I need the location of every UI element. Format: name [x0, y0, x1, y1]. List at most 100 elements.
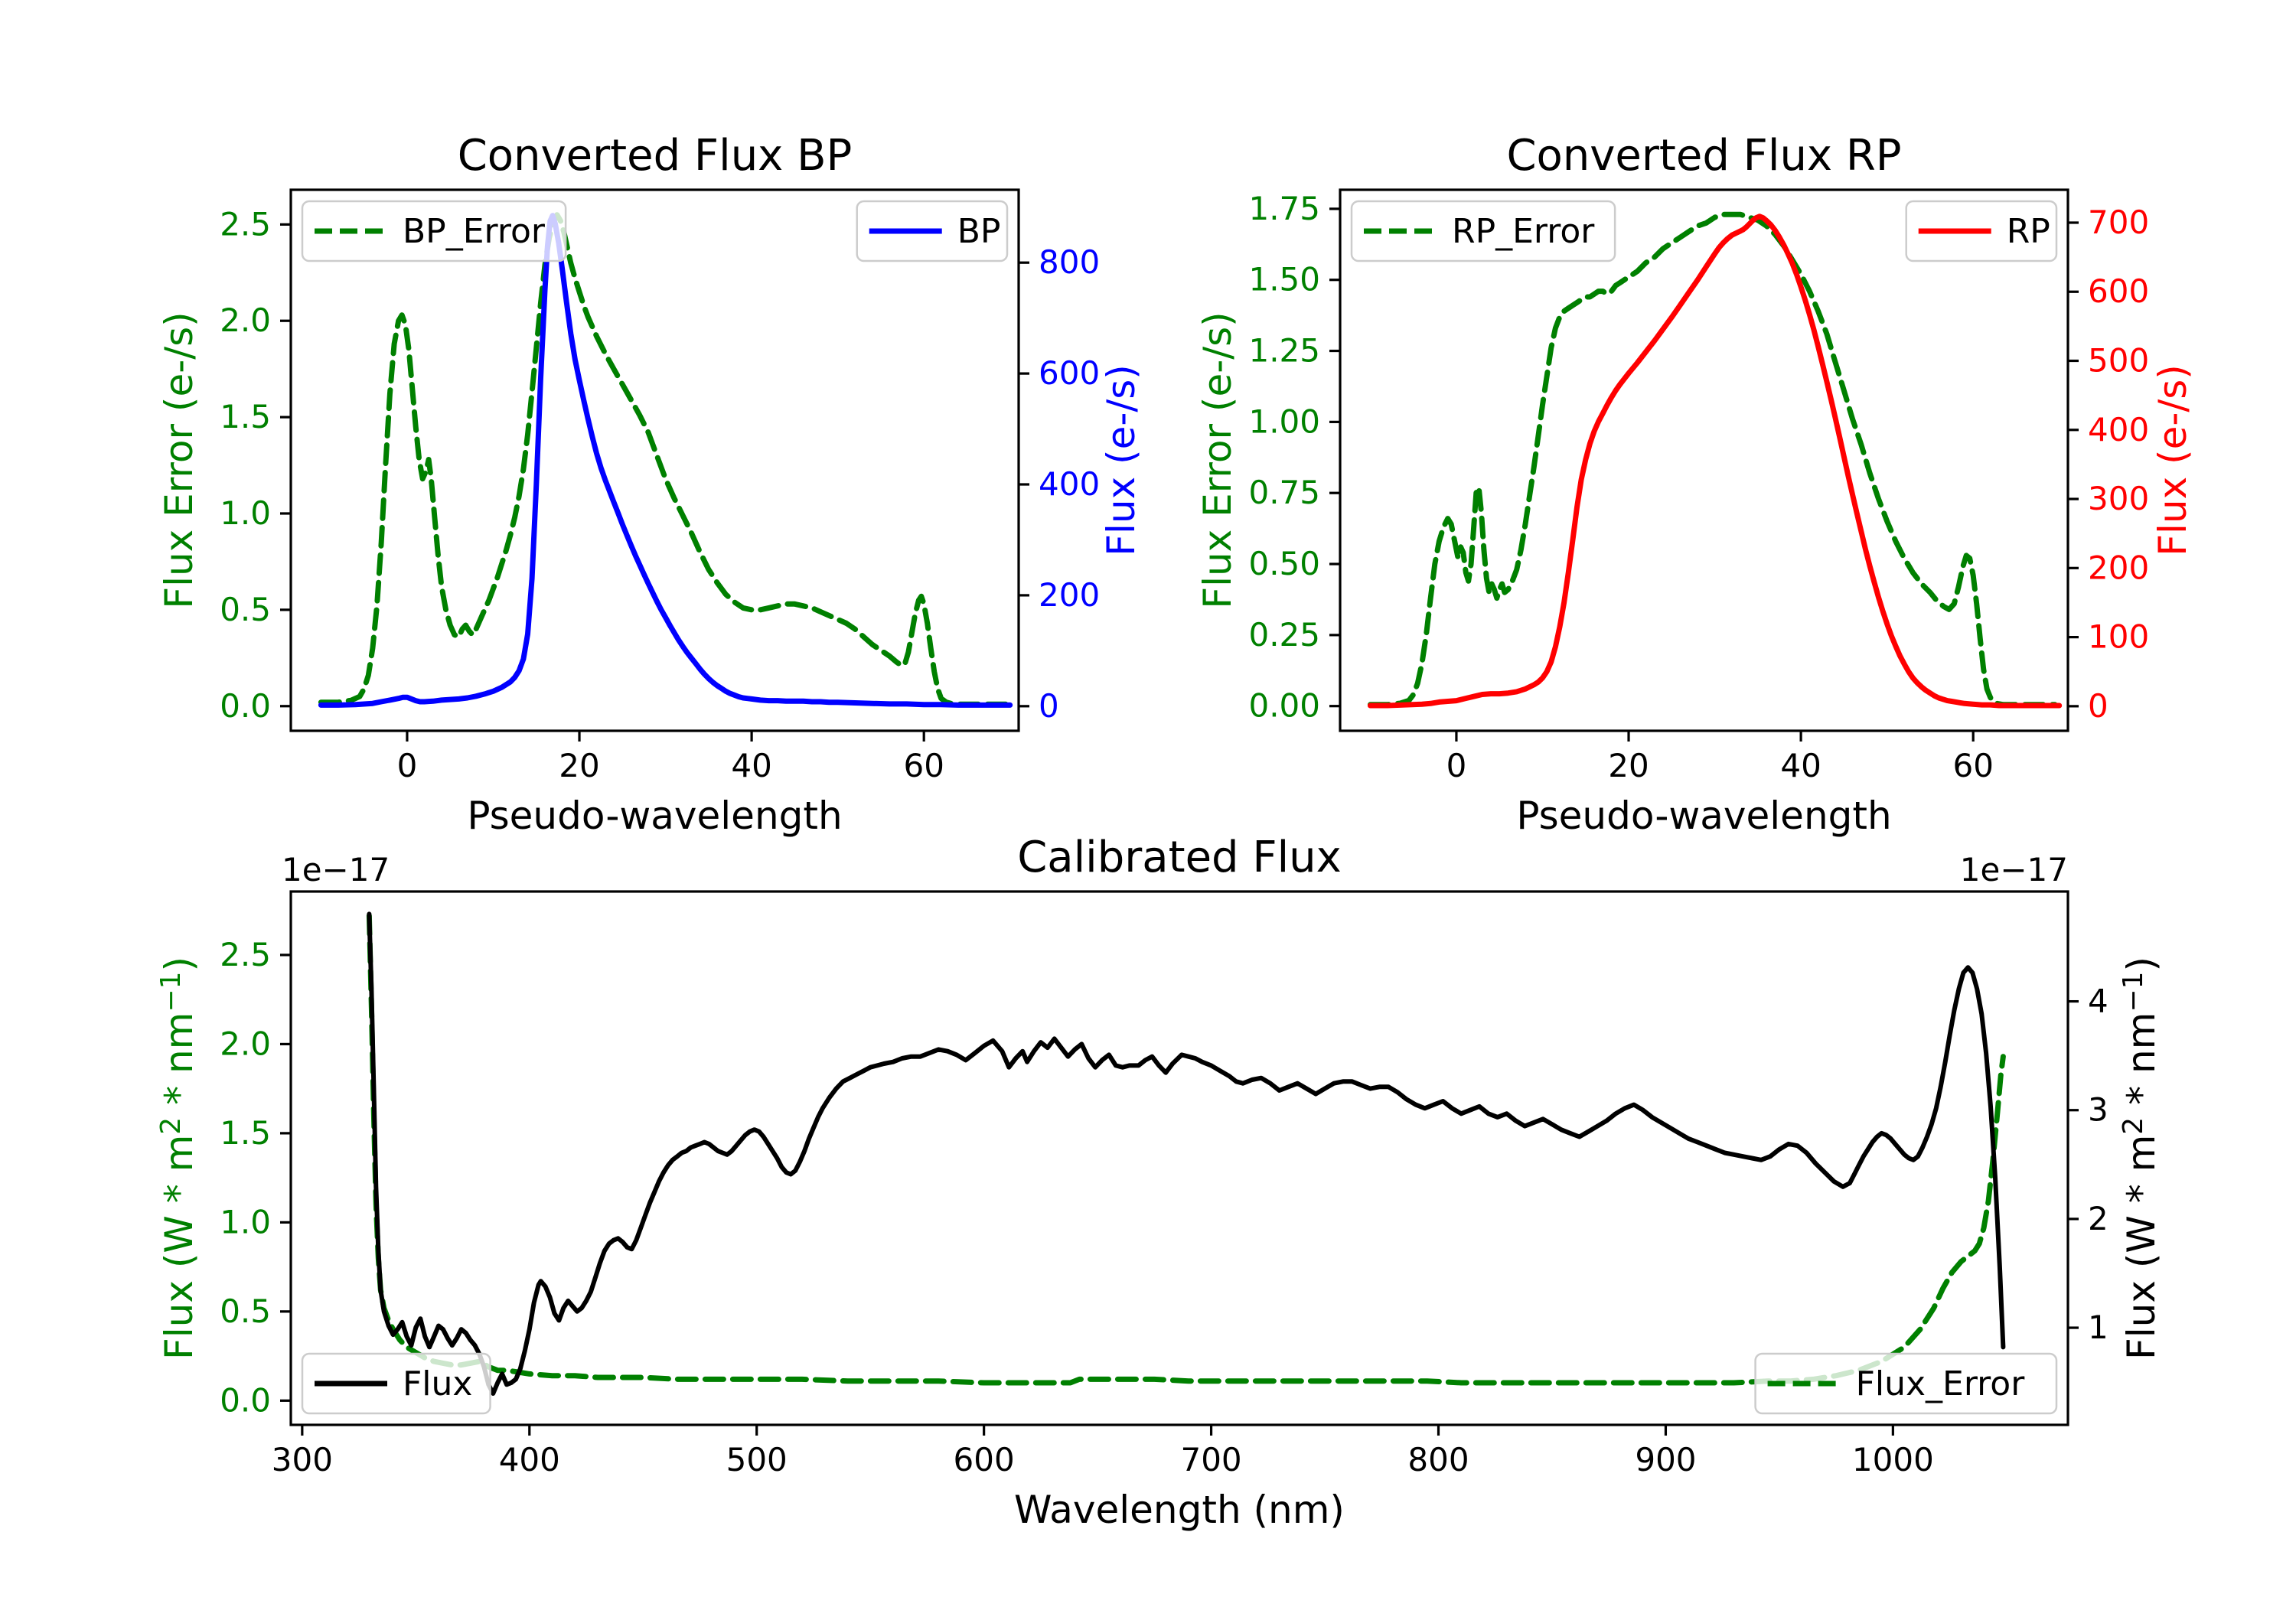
rp-left-tick-label: 0.00 [1248, 687, 1320, 725]
calibrated-flux-line [367, 911, 2006, 1396]
rp-left-tick-label: 1.00 [1248, 403, 1320, 440]
rp-legend-rp: RP [1905, 200, 2058, 262]
rp-right-tick-label: 100 [2088, 618, 2149, 656]
bp-right-tick-label: 200 [1039, 576, 1100, 614]
bp-left-tick-label: 0.5 [220, 591, 271, 628]
legend-label: BP [957, 212, 1001, 251]
rp-left-axis-label: Flux Error (e-/s) [1195, 311, 1240, 608]
panel-rp: 0 20 40 60 Pseudo-wavelength 0.00 0.25 0.50 0.75… [1195, 131, 2195, 838]
bp-left-axis-label: Flux Error (e-/s) [157, 311, 201, 608]
calibrated-left-tick-label: 0.0 [220, 1381, 271, 1419]
legend-label: BP_Error [403, 212, 546, 251]
bp-legend-bp-error: BP_Error [301, 200, 567, 262]
calibrated-spines [289, 890, 2069, 1426]
rp-x-tick-label: 40 [1780, 747, 1821, 784]
legend-label: Flux_Error [1856, 1364, 2026, 1403]
rp-right-tick-label: 0 [2088, 687, 2108, 725]
calibrated-x-tick-label: 800 [1407, 1441, 1469, 1478]
calibrated-right-tick-label: 3 [2088, 1091, 2108, 1129]
bp-left-tick-label: 1.5 [220, 398, 271, 435]
legend-box [1754, 1352, 2058, 1415]
calibrated-plot-area [366, 911, 2006, 1396]
calibrated-left-tick-label: 0.5 [220, 1292, 271, 1330]
rp-x-tick-label: 60 [1952, 747, 1993, 784]
bp-legend-bp: BP [856, 200, 1009, 262]
calibrated-x-axis-label: Wavelength (nm) [1014, 1488, 1345, 1532]
rp-right-tick-label: 600 [2088, 272, 2149, 310]
bp-right-tick-label: 800 [1039, 243, 1100, 281]
calibrated-x-tick-label: 1000 [1852, 1441, 1934, 1478]
bp-bp-error-line [318, 212, 1009, 707]
calibrated-right-tick-label: 1 [2088, 1309, 2108, 1346]
calibrated-right-offset-text: 1e−17 [1960, 851, 2068, 888]
bp-left-tick-label: 0.0 [220, 687, 271, 725]
legend-label: Flux [403, 1364, 472, 1403]
calibrated-flux-error-line [366, 913, 2006, 1386]
calibrated-left-tick-label: 2.5 [220, 936, 271, 973]
rp-right-tick-label: 300 [2088, 480, 2149, 517]
bp-bp-line [318, 213, 1013, 708]
calibrated-x-tick-label: 500 [726, 1441, 788, 1478]
bp-x-axis-label: Pseudo-wavelength [467, 794, 842, 838]
rp-spines [1339, 188, 2069, 732]
calibrated-x-tick-label: 700 [1180, 1441, 1241, 1478]
calibrated-left-tick-label: 1.0 [220, 1203, 271, 1240]
panel-bp: 0 20 40 60 Pseudo-wavelength 0.0 0.5 1.0 1.5 2.0 2… [157, 131, 1143, 838]
rp-x-tick-label: 0 [1446, 747, 1467, 784]
bp-right-tick-label: 600 [1039, 354, 1100, 392]
rp-x-tick-label: 20 [1608, 747, 1649, 784]
legend-box [1350, 200, 1616, 262]
bp-title: Converted Flux BP [458, 131, 853, 181]
rp-right-tick-label: 500 [2088, 342, 2149, 380]
rp-x-axis-label: Pseudo-wavelength [1516, 794, 1891, 838]
bp-x-tick-label: 40 [731, 747, 771, 784]
rp-left-tick-label: 1.50 [1248, 261, 1320, 298]
legend-box [301, 1352, 491, 1415]
calibrated-right-axis-label: Flux (W * m2 * nm−1) [2118, 957, 2164, 1360]
rp-rp-error-line [1367, 211, 2058, 708]
calibrated-x-tick-label: 400 [499, 1441, 560, 1478]
calibrated-x-tick-label: 900 [1635, 1441, 1696, 1478]
calibrated-x-tick-label: 600 [954, 1441, 1015, 1478]
bp-left-tick-label: 2.5 [220, 205, 271, 243]
rp-right-tick-label: 200 [2088, 549, 2149, 586]
rp-left-tick-label: 1.75 [1248, 190, 1320, 227]
rp-right-tick-label: 400 [2088, 411, 2149, 448]
bp-right-axis-label: Flux (e-/s) [1099, 364, 1143, 556]
bp-left-tick-label: 2.0 [220, 302, 271, 339]
bp-right-tick-label: 400 [1039, 465, 1100, 503]
calibrated-right-tick-label: 4 [2088, 983, 2108, 1020]
bp-x-tick-label: 0 [397, 747, 418, 784]
rp-title: Converted Flux RP [1506, 131, 1901, 181]
bp-x-tick-label: 60 [903, 747, 944, 784]
calibrated-x-tick-label: 300 [272, 1441, 333, 1478]
calibrated-title: Calibrated Flux [1017, 833, 1342, 882]
legend-label: RP [2007, 212, 2050, 251]
legend-box [301, 200, 567, 262]
rp-left-tick-label: 1.25 [1248, 332, 1320, 370]
bp-left-tick-label: 1.0 [220, 494, 271, 532]
panel-calibrated: 300 400 500 600 700 800 900 1000 Wavelength (nm)… [155, 833, 2164, 1532]
rp-left-tick-label: 0.75 [1248, 474, 1320, 511]
rp-right-axis-label: Flux (e-/s) [2151, 364, 2195, 556]
calibrated-left-offset-text: 1e−17 [282, 851, 390, 888]
calibrated-legend-flux-error: Flux_Error [1754, 1352, 2058, 1415]
rp-left-tick-label: 0.50 [1248, 545, 1320, 582]
rp-legend-rp-error: RP_Error [1350, 200, 1616, 262]
calibrated-legend-flux: Flux [301, 1352, 491, 1415]
calibrated-left-tick-label: 2.0 [220, 1025, 271, 1062]
bp-right-tick-label: 0 [1039, 687, 1059, 725]
calibrated-left-axis-label: Flux (W * m2 * nm−1) [155, 957, 201, 1360]
rp-plot-area [1367, 211, 2063, 709]
calibrated-left-tick-label: 1.5 [220, 1114, 271, 1152]
legend-label: RP_Error [1452, 212, 1595, 251]
calibrated-right-tick-label: 2 [2088, 1200, 2108, 1237]
bp-x-tick-label: 20 [559, 747, 599, 784]
rp-rp-line [1367, 214, 2063, 709]
rp-right-tick-label: 700 [2088, 204, 2149, 241]
rp-left-tick-label: 0.25 [1248, 616, 1320, 654]
bp-spines [289, 188, 1020, 732]
bp-plot-area [318, 212, 1013, 708]
